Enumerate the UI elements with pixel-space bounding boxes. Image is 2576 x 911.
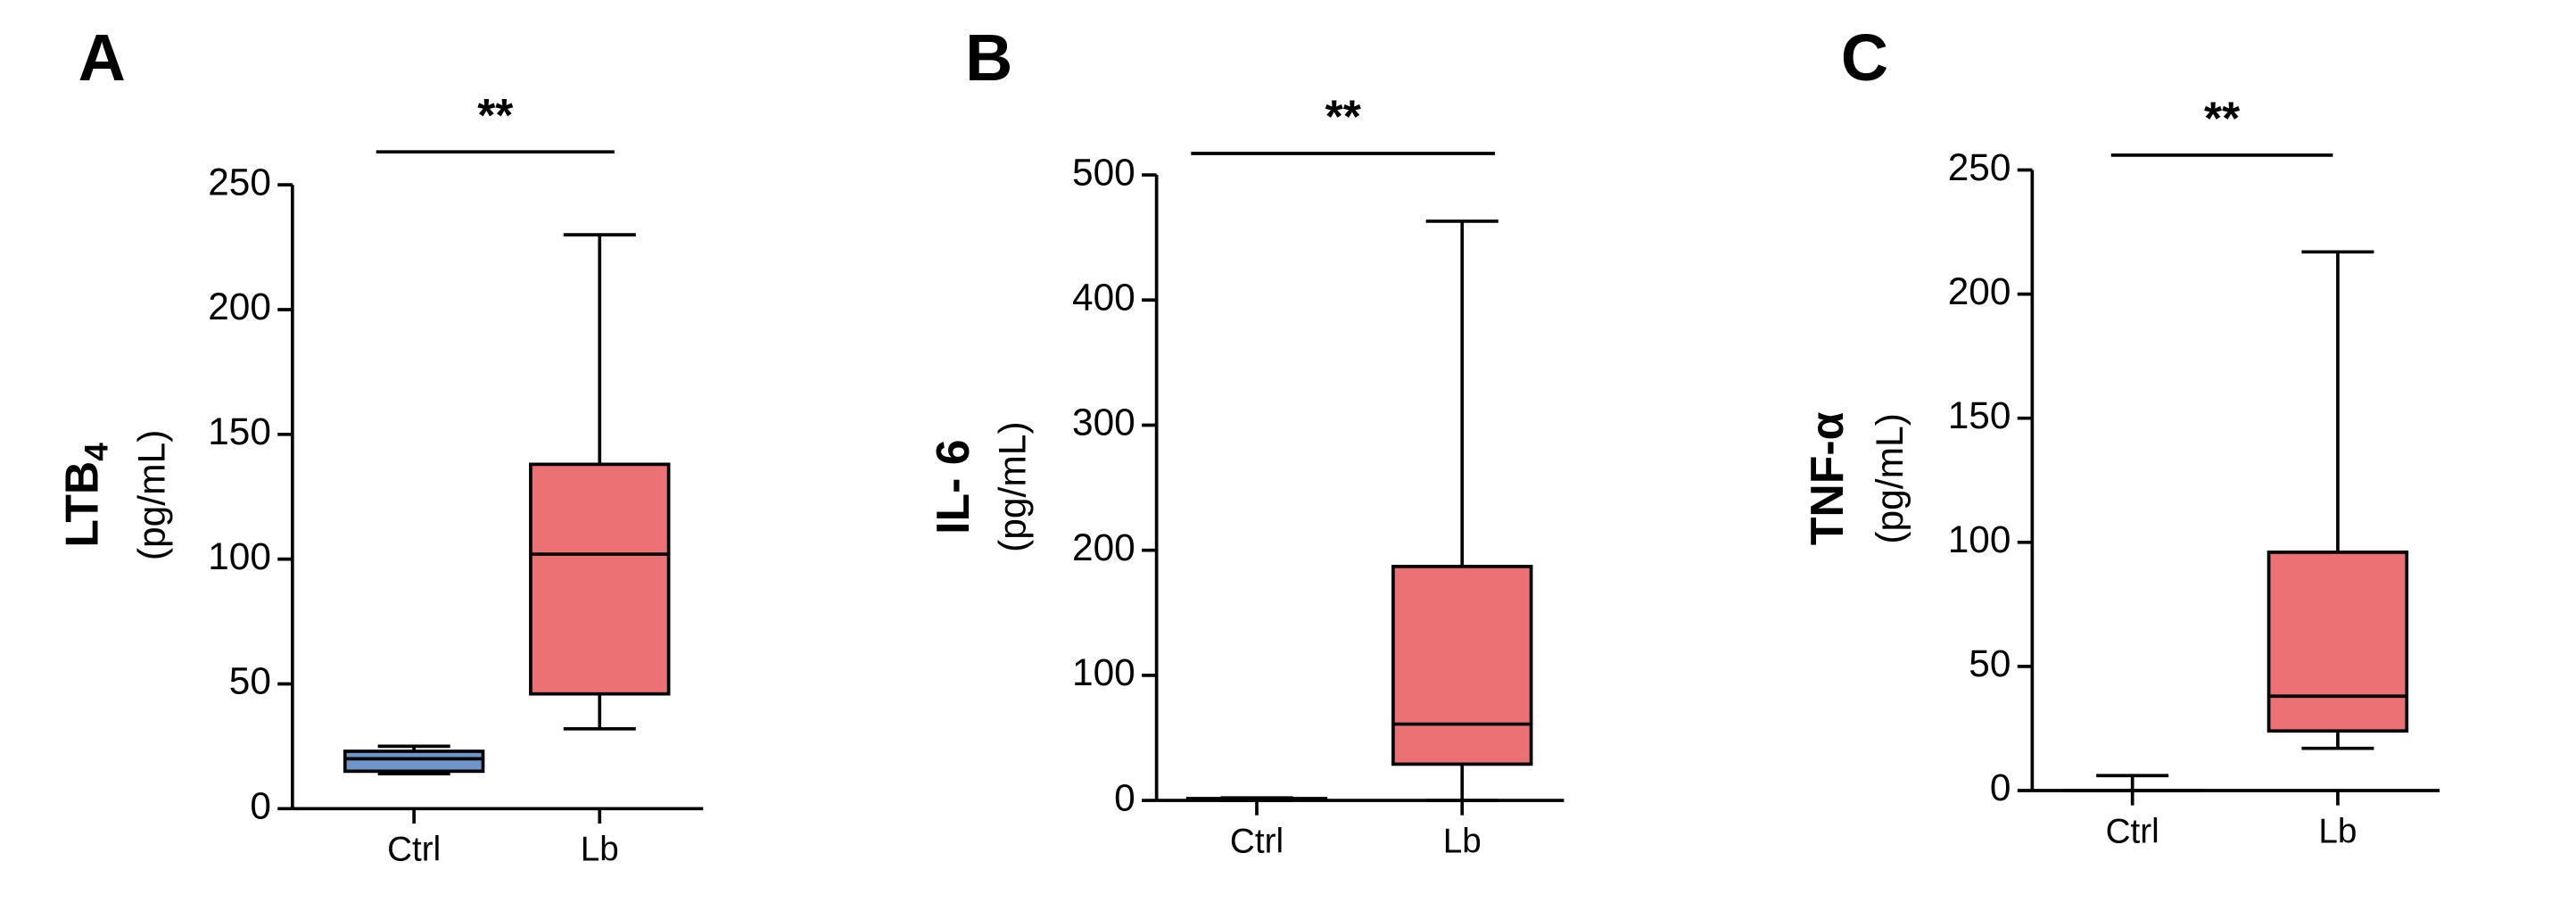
y-tick-label: 0 xyxy=(1990,766,2011,808)
y-axis-unit: (pg/mL) xyxy=(992,421,1034,552)
y-tick-label: 500 xyxy=(1072,151,1135,193)
y-axis-label-text: IL- 6 xyxy=(927,439,978,534)
y-tick-label: 300 xyxy=(1072,402,1135,443)
y-tick-label: 150 xyxy=(208,410,271,452)
y-axis-unit: (pg/mL) xyxy=(130,430,172,561)
box xyxy=(529,462,671,696)
y-tick-label: 200 xyxy=(1948,270,2011,312)
y-tick-label: 200 xyxy=(208,286,271,327)
y-tick-label: 50 xyxy=(1969,642,2010,684)
y-axis-label: TNF-α xyxy=(1801,411,1853,545)
y-axis-label: LTB4 xyxy=(56,443,115,548)
significance: ** xyxy=(2204,92,2241,144)
y-tick-label: 250 xyxy=(208,161,271,203)
x-tick-label: Ctrl xyxy=(2106,812,2159,850)
panel-letter: C xyxy=(1841,21,1888,95)
box xyxy=(1391,565,1533,766)
y-axis-unit: (pg/mL) xyxy=(1869,413,1911,544)
y-tick-label: 0 xyxy=(1114,776,1135,818)
box xyxy=(343,750,485,774)
y-axis-label-text: LTB xyxy=(56,461,108,548)
significance: ** xyxy=(477,89,514,141)
x-tick-label: Lb xyxy=(2318,812,2357,850)
box xyxy=(2266,551,2409,733)
y-tick-label: 100 xyxy=(1948,518,2011,560)
y-tick-label: 250 xyxy=(1948,146,2011,188)
y-axis-label: IL- 6 xyxy=(927,439,978,534)
y-tick-label: 200 xyxy=(1072,526,1135,568)
y-tick-label: 50 xyxy=(229,660,271,702)
x-tick-label: Lb xyxy=(1443,822,1482,860)
x-tick-label: Ctrl xyxy=(1230,822,1284,860)
x-tick-label: Ctrl xyxy=(387,831,441,869)
y-tick-label: 100 xyxy=(1072,651,1135,693)
x-tick-label: Lb xyxy=(581,831,619,869)
y-tick-label: 0 xyxy=(250,784,271,826)
y-tick-label: 100 xyxy=(208,535,271,577)
significance: ** xyxy=(1325,91,1362,143)
panel-letter: B xyxy=(965,21,1012,95)
y-tick-label: 400 xyxy=(1072,276,1135,318)
panel-letter: A xyxy=(78,21,126,95)
y-axis-label-sub: 4 xyxy=(78,443,114,461)
y-tick-label: 150 xyxy=(1948,394,2011,436)
y-axis-label-text: TNF-α xyxy=(1801,411,1853,545)
